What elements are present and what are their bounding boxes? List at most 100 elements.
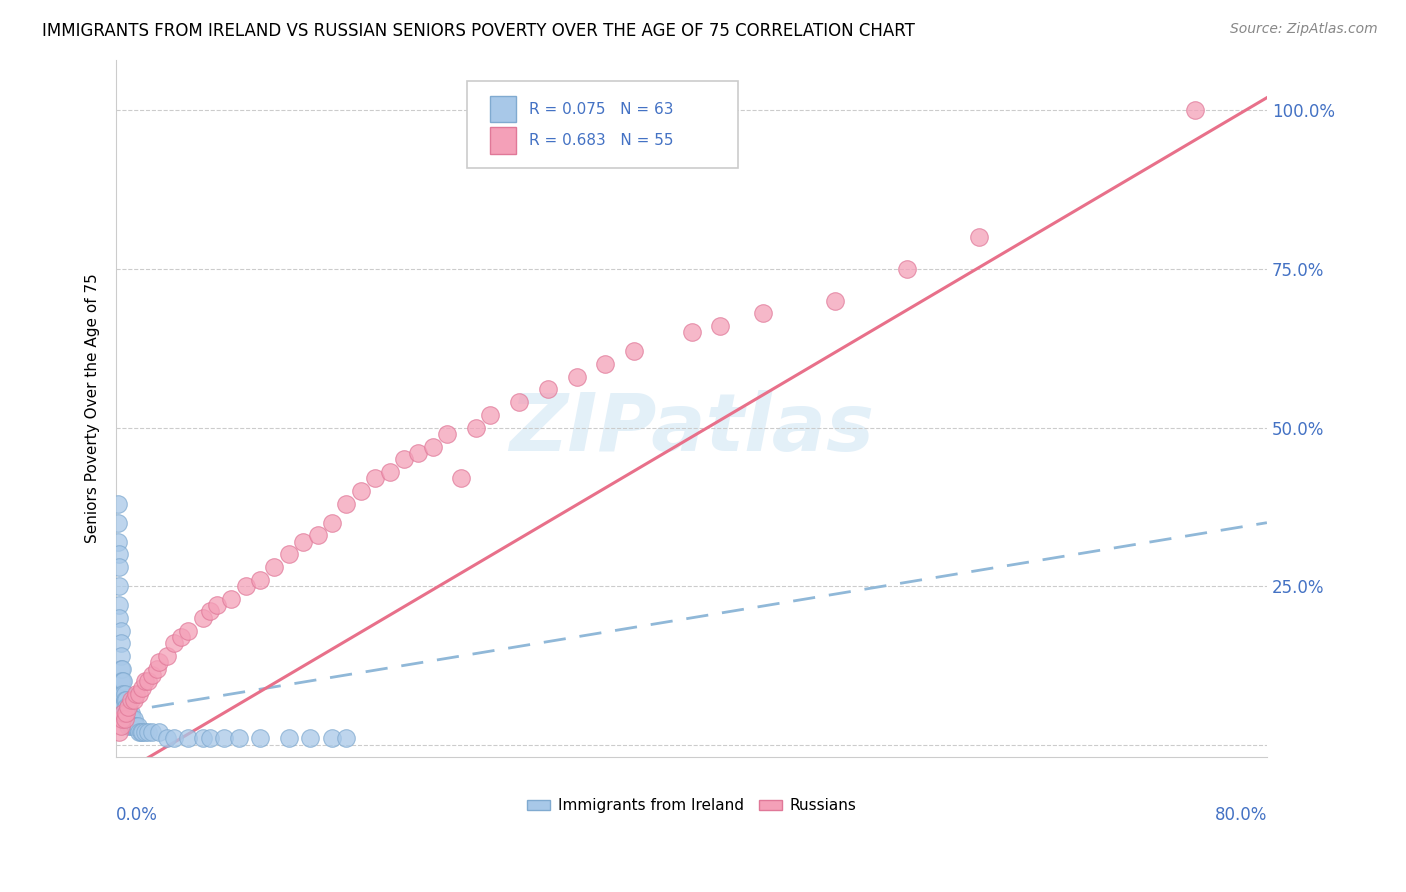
Point [623,344,645,359]
Point [141,668,163,682]
Point [114,712,136,726]
Text: R = 0.075   N = 63: R = 0.075 N = 63 [529,102,673,117]
Point [335,731,357,746]
Point [115,712,138,726]
Text: 80.0%: 80.0% [1215,806,1267,824]
Point [107,534,129,549]
Point [450,471,472,485]
Point [235,579,257,593]
Point [118,712,141,726]
Point [436,426,458,441]
Point [112,706,135,720]
Point [177,731,200,746]
Point [321,516,343,530]
Point [212,731,235,746]
Point [115,699,138,714]
Y-axis label: Seniors Poverty Over the Age of 75: Seniors Poverty Over the Age of 75 [86,274,100,543]
Point [350,483,373,498]
Point [114,687,136,701]
Point [307,528,329,542]
Point [131,681,153,695]
Point [156,731,179,746]
Point [136,674,159,689]
Point [122,693,145,707]
Point [120,693,142,707]
Point [121,719,143,733]
Point [108,725,131,739]
Point [129,725,152,739]
Point [163,636,186,650]
Point [131,725,153,739]
Point [198,605,221,619]
Point [115,693,138,707]
Point [191,731,214,746]
Point [111,706,134,720]
Point [249,731,271,746]
Point [228,731,250,746]
Point [122,712,145,726]
Point [108,579,131,593]
Point [134,725,156,739]
Point [114,706,136,720]
Point [117,699,139,714]
Point [408,446,430,460]
Point [117,699,139,714]
Point [422,440,444,454]
Text: IMMIGRANTS FROM IRELAND VS RUSSIAN SENIORS POVERTY OVER THE AGE OF 75 CORRELATIO: IMMIGRANTS FROM IRELAND VS RUSSIAN SENIO… [42,22,915,40]
Point [111,699,134,714]
Point [111,712,134,726]
Point [111,674,134,689]
Point [110,636,132,650]
Point [110,648,132,663]
Point [117,706,139,720]
FancyBboxPatch shape [467,80,738,168]
Point [896,262,918,277]
Point [108,548,131,562]
Point [292,534,315,549]
Point [111,687,134,701]
Point [148,655,170,669]
Point [170,630,193,644]
Point [156,648,179,663]
Point [752,306,775,320]
Point [110,674,132,689]
Text: Source: ZipAtlas.com: Source: ZipAtlas.com [1230,22,1378,37]
Point [112,674,135,689]
Point [110,719,132,733]
Point [124,719,146,733]
Point [136,725,159,739]
Point [392,452,415,467]
Point [145,662,167,676]
Point [114,693,136,707]
Point [112,706,135,720]
Point [128,687,150,701]
Point [824,293,846,308]
Point [249,573,271,587]
Point [177,624,200,638]
Point [118,706,141,720]
FancyBboxPatch shape [491,128,516,153]
Point [163,731,186,746]
Point [335,497,357,511]
Point [111,662,134,676]
Point [565,369,588,384]
Point [967,230,990,244]
Point [110,624,132,638]
Point [263,560,285,574]
Point [121,712,143,726]
Point [125,687,148,701]
Point [134,674,156,689]
Point [112,687,135,701]
Point [221,591,243,606]
Text: ZIPatlas: ZIPatlas [509,391,875,468]
Point [595,357,617,371]
Point [107,516,129,530]
Point [108,560,131,574]
Point [191,611,214,625]
Point [198,731,221,746]
Point [479,408,502,422]
Point [148,725,170,739]
Point [508,395,530,409]
Point [110,662,132,676]
Point [364,471,387,485]
